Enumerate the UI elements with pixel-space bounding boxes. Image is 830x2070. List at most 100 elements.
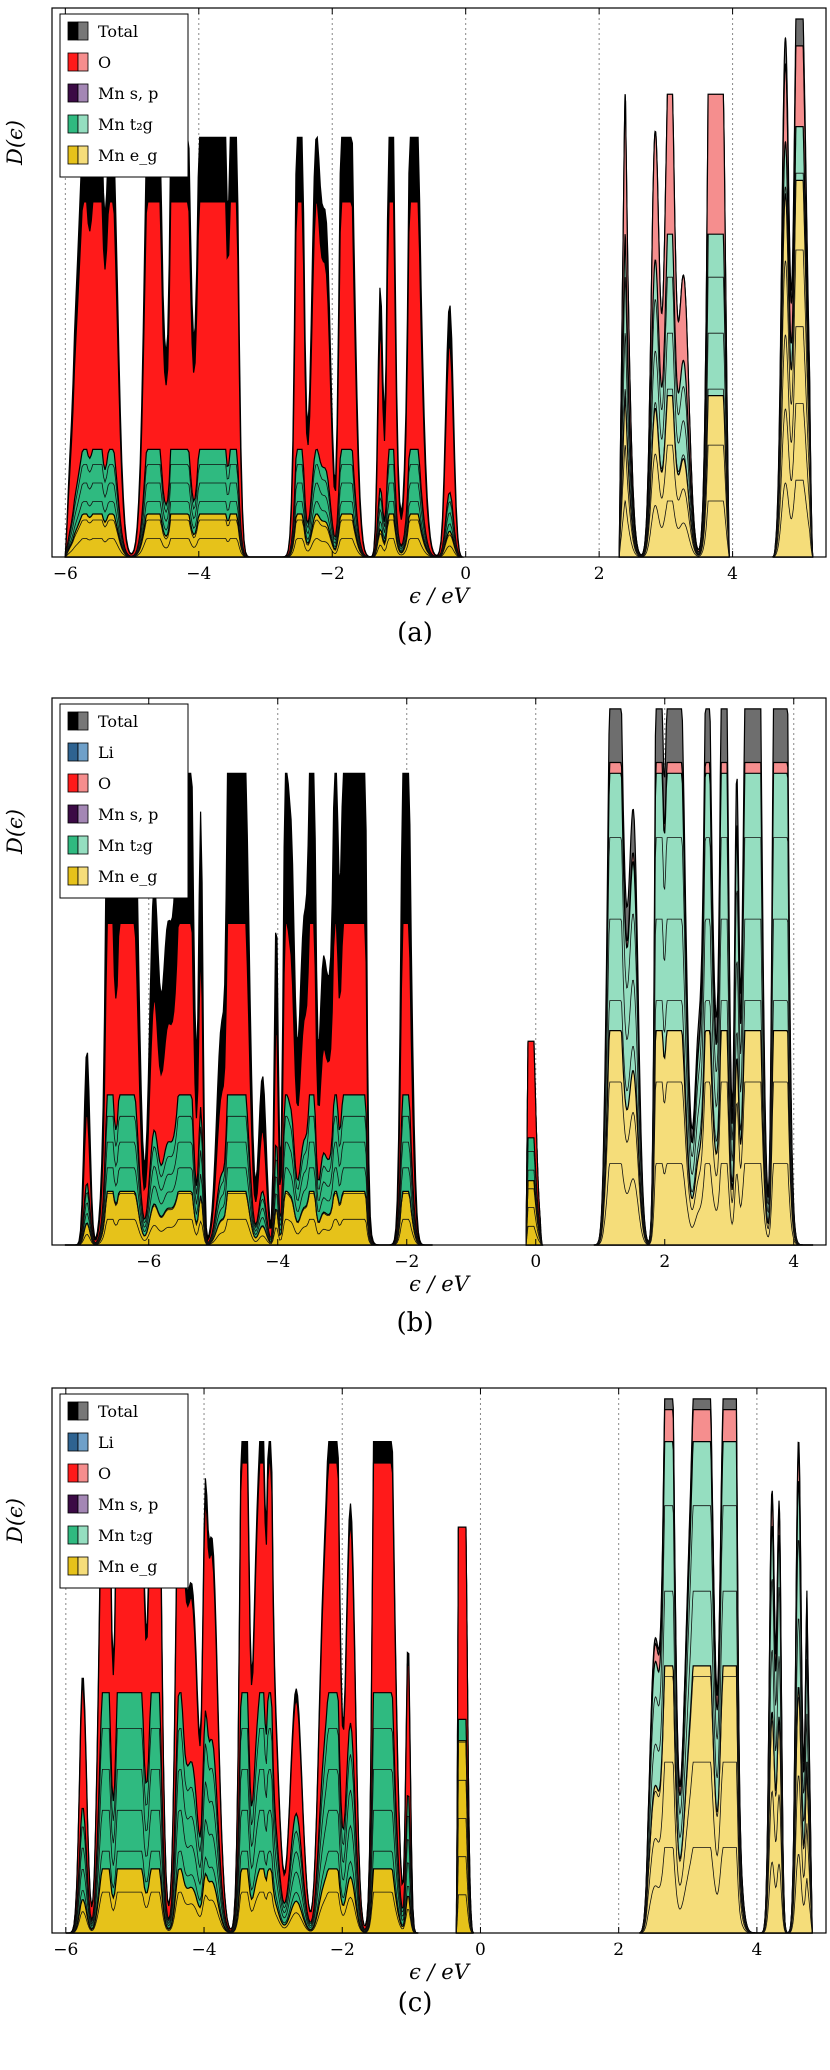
dos-contour-line — [772, 326, 814, 558]
legend-swatch — [67, 1401, 79, 1421]
dos-area-eg — [639, 1665, 813, 1934]
dos-contour-line — [525, 1225, 543, 1246]
dos-contour-line — [639, 1847, 813, 1934]
legend-swatch — [67, 742, 79, 762]
legend-swatch-light — [77, 1401, 89, 1421]
legend-label: Mn e_g — [98, 1557, 157, 1576]
x-tick-label: 2 — [659, 1252, 670, 1272]
x-tick-label: −4 — [192, 1940, 217, 1960]
x-axis-label: ϵ / eV — [409, 584, 471, 608]
x-tick-label: 4 — [788, 1252, 799, 1272]
legend-swatch-light — [77, 145, 89, 165]
legend-label: Mn e_g — [98, 146, 157, 165]
legend-swatch-light — [77, 1463, 89, 1483]
legend-label: Li — [98, 743, 114, 762]
x-axis-label: ϵ / eV — [409, 1272, 471, 1296]
x-tick-label: −4 — [265, 1252, 290, 1272]
legend-label: Mn t₂g — [98, 1526, 153, 1545]
dos-contour-line — [525, 1151, 543, 1246]
legend-swatch-light — [77, 804, 89, 824]
legend-label: Mn s, p — [98, 1495, 158, 1514]
x-tick-label: −2 — [320, 564, 345, 584]
dos-contour-line — [593, 837, 814, 1246]
dos-contour-line — [593, 1000, 814, 1246]
dos-chart-c: −6 −4 −2 0 2 4 ϵ / eV D(ϵ) Total Li O Mn s, p Mn t₂g… — [3, 1387, 827, 1984]
dos-panel-c: −6 −4 −2 0 2 4 ϵ / eV D(ϵ) Total Li O Mn s, p Mn t₂g… — [0, 1380, 830, 2070]
legend-label: Mn s, p — [98, 84, 158, 103]
plot-frame — [51, 7, 827, 558]
dos-contour-line — [593, 1081, 814, 1246]
x-tick-label: 0 — [530, 1252, 541, 1272]
legend-swatch-light — [77, 83, 89, 103]
dos-contour-line — [639, 1761, 813, 1934]
dos-contour-line — [65, 1809, 419, 1934]
legend-swatch-light — [77, 711, 89, 731]
legend-swatch-light — [77, 1556, 89, 1576]
dos-contour-line — [618, 499, 730, 558]
legend-label: O — [98, 774, 111, 793]
legend-swatch-light — [77, 114, 89, 134]
x-tick-label: 2 — [594, 564, 605, 584]
legend-label: Li — [98, 1433, 114, 1452]
panel-label-a: (a) — [397, 618, 433, 648]
legend-swatch-light — [77, 52, 89, 72]
dos-contour-line — [772, 403, 814, 558]
legend-swatch-light — [77, 21, 89, 41]
x-tick-label: 4 — [727, 564, 738, 584]
legend-swatch — [67, 835, 79, 855]
dos-chart-b: −6 −4 −2 0 2 4 ϵ / eV D(ϵ) Total Li O Mn s, p Mn t₂g… — [3, 697, 827, 1296]
legend-swatch — [67, 1494, 79, 1514]
x-tick-label: 0 — [460, 564, 471, 584]
legend-swatch — [67, 83, 79, 103]
legend-label: Mn s, p — [98, 805, 158, 824]
dos-contour-line — [772, 172, 814, 558]
dos-contour-line — [64, 1115, 433, 1246]
legend-swatch — [67, 866, 79, 886]
panel-label-c: (c) — [397, 1988, 433, 2018]
legend-swatch-light — [77, 742, 89, 762]
x-tick-label: −4 — [186, 564, 211, 584]
legend-swatch-light — [77, 835, 89, 855]
dos-contour-line — [525, 1207, 543, 1246]
x-tick-label: −2 — [394, 1252, 419, 1272]
legend-swatch — [67, 52, 79, 72]
x-tick-label: −6 — [136, 1252, 161, 1272]
dos-panel-b: −6 −4 −2 0 2 4 ϵ / eV D(ϵ) Total Li O Mn s, p Mn t₂g… — [0, 690, 830, 1380]
dos-contour-line — [618, 332, 730, 558]
legend-swatch — [67, 1432, 79, 1452]
legend-swatch — [67, 1556, 79, 1576]
y-axis-label: D(ϵ) — [3, 809, 27, 855]
legend-label: Mn t₂g — [98, 836, 153, 855]
legend-swatch — [67, 114, 79, 134]
dos-panel-a: −6 −4 −2 0 2 4 ϵ / eV D(ϵ) Total O Mn s, p Mn t₂g Mn… — [0, 0, 830, 690]
dos-contour-line — [772, 249, 814, 558]
legend-swatch-light — [77, 1494, 89, 1514]
dos-contour-line — [772, 479, 814, 558]
y-axis-label: D(ϵ) — [3, 120, 27, 166]
x-axis-label: ϵ / eV — [409, 1960, 471, 1984]
x-tick-label: 4 — [751, 1940, 762, 1960]
plot-frame — [51, 697, 827, 1246]
x-tick-label: −6 — [53, 564, 78, 584]
dos-area-o — [64, 200, 465, 558]
legend-label: Total — [98, 22, 138, 41]
dos-contour-line — [639, 1505, 813, 1934]
legend-swatch-light — [77, 773, 89, 793]
plot-frame — [51, 1387, 827, 1934]
legend-label: Total — [98, 712, 138, 731]
legend-label: Mn e_g — [98, 867, 157, 886]
dos-contour-line — [65, 1769, 419, 1934]
dos-contour-line — [593, 1163, 814, 1246]
legend-swatch-light — [77, 1432, 89, 1452]
dos-contour-line — [64, 1218, 433, 1246]
dos-contour-line — [65, 1891, 419, 1934]
legend-swatch — [67, 711, 79, 731]
legend-label: Total — [98, 1402, 138, 1421]
dos-contour-line — [618, 444, 730, 558]
dos-contour-line — [593, 918, 814, 1246]
dos-contour-line — [455, 1894, 474, 1934]
legend-swatch — [67, 1525, 79, 1545]
dos-contour-line — [455, 1741, 474, 1934]
x-tick-label: −6 — [53, 1940, 78, 1960]
dos-chart-a: −6 −4 −2 0 2 4 ϵ / eV D(ϵ) Total O Mn s, p Mn t₂g Mn… — [3, 7, 827, 608]
